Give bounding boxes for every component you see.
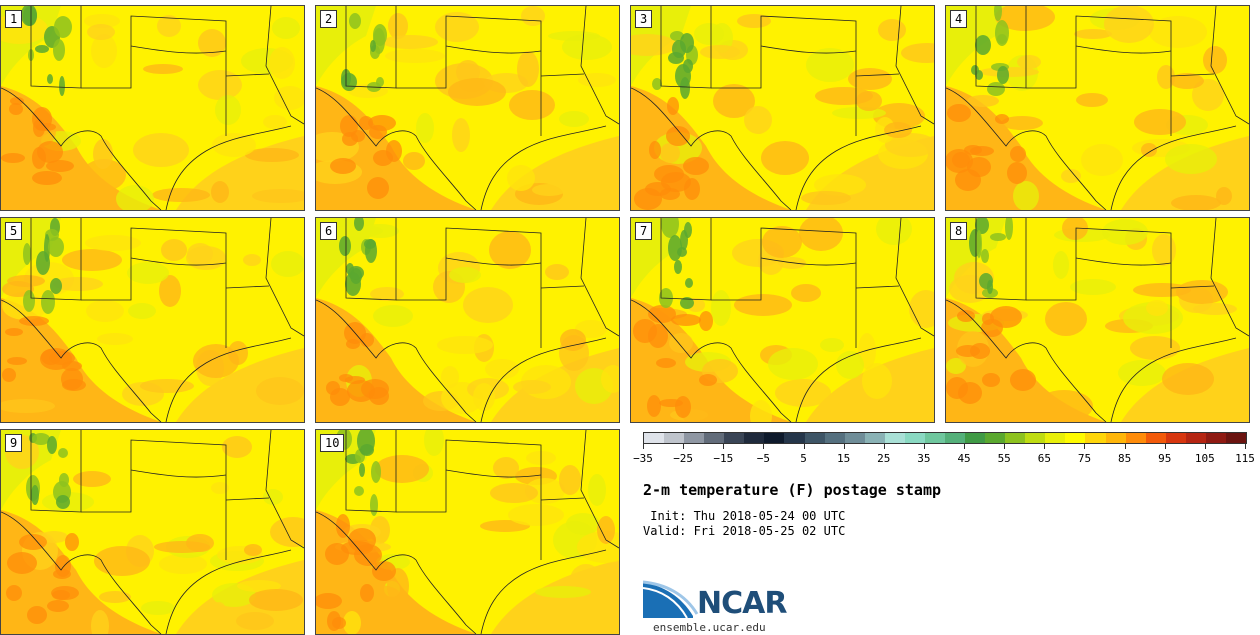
ensemble-url: ensemble.ucar.edu (653, 621, 766, 634)
colorbar-segment (744, 433, 765, 443)
colorbar-tick-label: 45 (957, 452, 971, 465)
colorbar-tick-label: 75 (1077, 452, 1092, 465)
colorbar-segment (1205, 433, 1227, 443)
colorbar-segment (1025, 433, 1046, 443)
colorbar-tick-label: 85 (1117, 452, 1132, 465)
colorbar-tick-mark (723, 444, 725, 449)
colorbar-segment (884, 433, 906, 443)
stamp-member-label: 10 (320, 434, 345, 452)
colorbar-tick-mark (1124, 444, 1126, 449)
colorbar-tick-mark (1004, 444, 1006, 449)
postage-stamp-4: 4 (945, 5, 1250, 211)
colorbar-ticks: −35 −25 −15 −5 5 15 25 35 45 55 65 75 85 95 105 115 (633, 444, 1255, 468)
valid-time: Valid: Fri 2018-05-25 02 UTC (643, 524, 846, 538)
postage-stamp-1: 1 (0, 5, 305, 211)
stamp-member-label: 2 (320, 10, 338, 28)
colorbar-tick-label: 25 (877, 452, 891, 465)
postage-stamp-2: 2 (315, 5, 620, 211)
colorbar-tick-label: 115 (1235, 452, 1255, 465)
colorbar-tick-mark (683, 444, 685, 449)
colorbar-segment (824, 433, 846, 443)
colorbar-tick-mark (923, 444, 925, 449)
stamp-member-label: 1 (5, 10, 23, 28)
colorbar-segment (764, 433, 785, 443)
colorbar-tick-mark (803, 444, 805, 449)
colorbar-tick-mark (883, 444, 885, 449)
colorbar-tick-mark (964, 444, 966, 449)
stamp-member-label: 5 (5, 222, 23, 240)
postage-stamp-7: 7 (630, 217, 935, 423)
stamp-member-label: 7 (635, 222, 653, 240)
colorbar-segment (924, 433, 946, 443)
colorbar-segment (1085, 433, 1107, 443)
stamp-member-label: 6 (320, 222, 338, 240)
colorbar-segment (904, 433, 926, 443)
colorbar-tick-mark (1245, 444, 1246, 449)
colorbar-segment (664, 433, 685, 443)
colorbar-tick-mark (1084, 444, 1086, 449)
stamp-member-label: 9 (5, 434, 23, 452)
colorbar-tick-label: −5 (756, 452, 771, 465)
postage-stamp-6: 6 (315, 217, 620, 423)
colorbar-segment (1145, 433, 1167, 443)
colorbar-segment (1165, 433, 1187, 443)
colorbar-segment (985, 433, 1006, 443)
colorbar-segment (1105, 433, 1127, 443)
colorbar-segment (784, 433, 806, 443)
colorbar-tick-mark (1204, 444, 1206, 449)
colorbar-tick-label: −25 (673, 452, 694, 465)
stamp-member-label: 8 (950, 222, 968, 240)
colorbar-tick-label: 35 (917, 452, 931, 465)
stamp-member-label: 3 (635, 10, 653, 28)
stamp-member-label: 4 (950, 10, 968, 28)
colorbar-segment (945, 433, 966, 443)
colorbar-tick-label: 95 (1158, 452, 1172, 465)
colorbar-segment (684, 433, 705, 443)
init-time: Init: Thu 2018-05-24 00 UTC (643, 509, 846, 523)
colorbar-tick-label: 15 (837, 452, 851, 465)
colorbar-tick-label: 5 (800, 452, 807, 465)
colorbar-segment (844, 433, 866, 443)
ncar-logo-text: NCAR (697, 586, 787, 621)
colorbar-tick-label: 65 (1037, 452, 1051, 465)
colorbar (643, 432, 1247, 444)
colorbar-tick-mark (1164, 444, 1166, 449)
postage-stamp-9: 9 (0, 429, 305, 635)
postage-stamp-8: 8 (945, 217, 1250, 423)
colorbar-segment (804, 433, 826, 443)
colorbar-tick-mark (1044, 444, 1046, 449)
postage-stamp-10: 10 (315, 429, 620, 635)
page-title: 2-m temperature (F) postage stamp (643, 481, 942, 499)
colorbar-tick-mark (643, 444, 644, 449)
colorbar-tick-label: 105 (1194, 452, 1215, 465)
colorbar-segment (724, 433, 745, 443)
colorbar-segment (965, 433, 986, 443)
colorbar-tick-label: 55 (997, 452, 1011, 465)
postage-stamp-5: 5 (0, 217, 305, 423)
colorbar-tick-mark (843, 444, 845, 449)
colorbar-segment (1125, 433, 1147, 443)
colorbar-tick-mark (763, 444, 765, 449)
colorbar-segment (1225, 433, 1247, 443)
colorbar-tick-label: −15 (713, 452, 734, 465)
colorbar-segment (1005, 433, 1026, 443)
colorbar-segment (704, 433, 725, 443)
colorbar-segment (1065, 433, 1086, 443)
colorbar-segment (1045, 433, 1066, 443)
colorbar-segment (1185, 433, 1207, 443)
colorbar-segment (644, 433, 665, 443)
ncar-logo-icon (643, 580, 699, 619)
colorbar-segment (864, 433, 886, 443)
postage-stamp-3: 3 (630, 5, 935, 211)
colorbar-tick-label: −35 (633, 452, 653, 465)
